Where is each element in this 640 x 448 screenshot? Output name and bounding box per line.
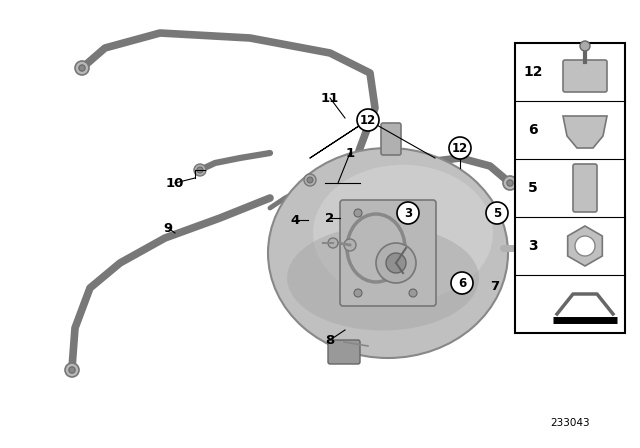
Ellipse shape	[313, 165, 493, 301]
FancyBboxPatch shape	[328, 340, 360, 364]
Circle shape	[386, 253, 406, 273]
Circle shape	[65, 363, 79, 377]
Text: 6: 6	[458, 276, 466, 289]
Text: 12: 12	[524, 65, 543, 79]
Ellipse shape	[268, 148, 508, 358]
Circle shape	[197, 167, 203, 173]
Circle shape	[328, 238, 338, 248]
Circle shape	[409, 289, 417, 297]
Text: 4: 4	[291, 214, 300, 227]
Circle shape	[503, 176, 517, 190]
Text: 2: 2	[325, 211, 335, 224]
FancyBboxPatch shape	[340, 200, 436, 306]
Circle shape	[409, 209, 417, 217]
Text: 11: 11	[321, 91, 339, 104]
FancyBboxPatch shape	[532, 234, 549, 262]
Circle shape	[397, 202, 419, 224]
Text: 3: 3	[404, 207, 412, 220]
Text: 3: 3	[528, 239, 538, 253]
Text: 233043: 233043	[550, 418, 590, 428]
Circle shape	[304, 174, 316, 186]
Text: 1: 1	[346, 146, 355, 159]
Text: 8: 8	[325, 333, 335, 346]
Circle shape	[571, 286, 595, 310]
Circle shape	[75, 61, 89, 75]
Circle shape	[307, 177, 313, 183]
Text: 12: 12	[452, 142, 468, 155]
Circle shape	[376, 243, 416, 283]
Polygon shape	[523, 183, 603, 323]
Circle shape	[486, 202, 508, 224]
Circle shape	[344, 239, 356, 251]
Circle shape	[449, 137, 471, 159]
Circle shape	[580, 41, 590, 51]
FancyBboxPatch shape	[381, 123, 401, 155]
Text: 5: 5	[493, 207, 501, 220]
Circle shape	[354, 289, 362, 297]
Text: 9: 9	[163, 221, 173, 234]
Bar	[515, 43, 625, 333]
Circle shape	[451, 272, 473, 294]
Circle shape	[575, 236, 595, 256]
Circle shape	[79, 65, 85, 71]
Circle shape	[69, 367, 75, 373]
FancyBboxPatch shape	[573, 164, 597, 212]
Text: 12: 12	[360, 113, 376, 126]
FancyBboxPatch shape	[563, 60, 607, 92]
Text: 7: 7	[490, 280, 500, 293]
Circle shape	[357, 109, 379, 131]
Circle shape	[571, 196, 595, 220]
Text: 5: 5	[528, 181, 538, 195]
Ellipse shape	[287, 225, 479, 331]
Circle shape	[354, 209, 362, 217]
Text: 6: 6	[528, 123, 538, 137]
Polygon shape	[568, 226, 602, 266]
Circle shape	[194, 164, 206, 176]
Polygon shape	[563, 116, 607, 148]
Text: 10: 10	[166, 177, 184, 190]
Circle shape	[507, 180, 513, 186]
Ellipse shape	[533, 213, 583, 293]
